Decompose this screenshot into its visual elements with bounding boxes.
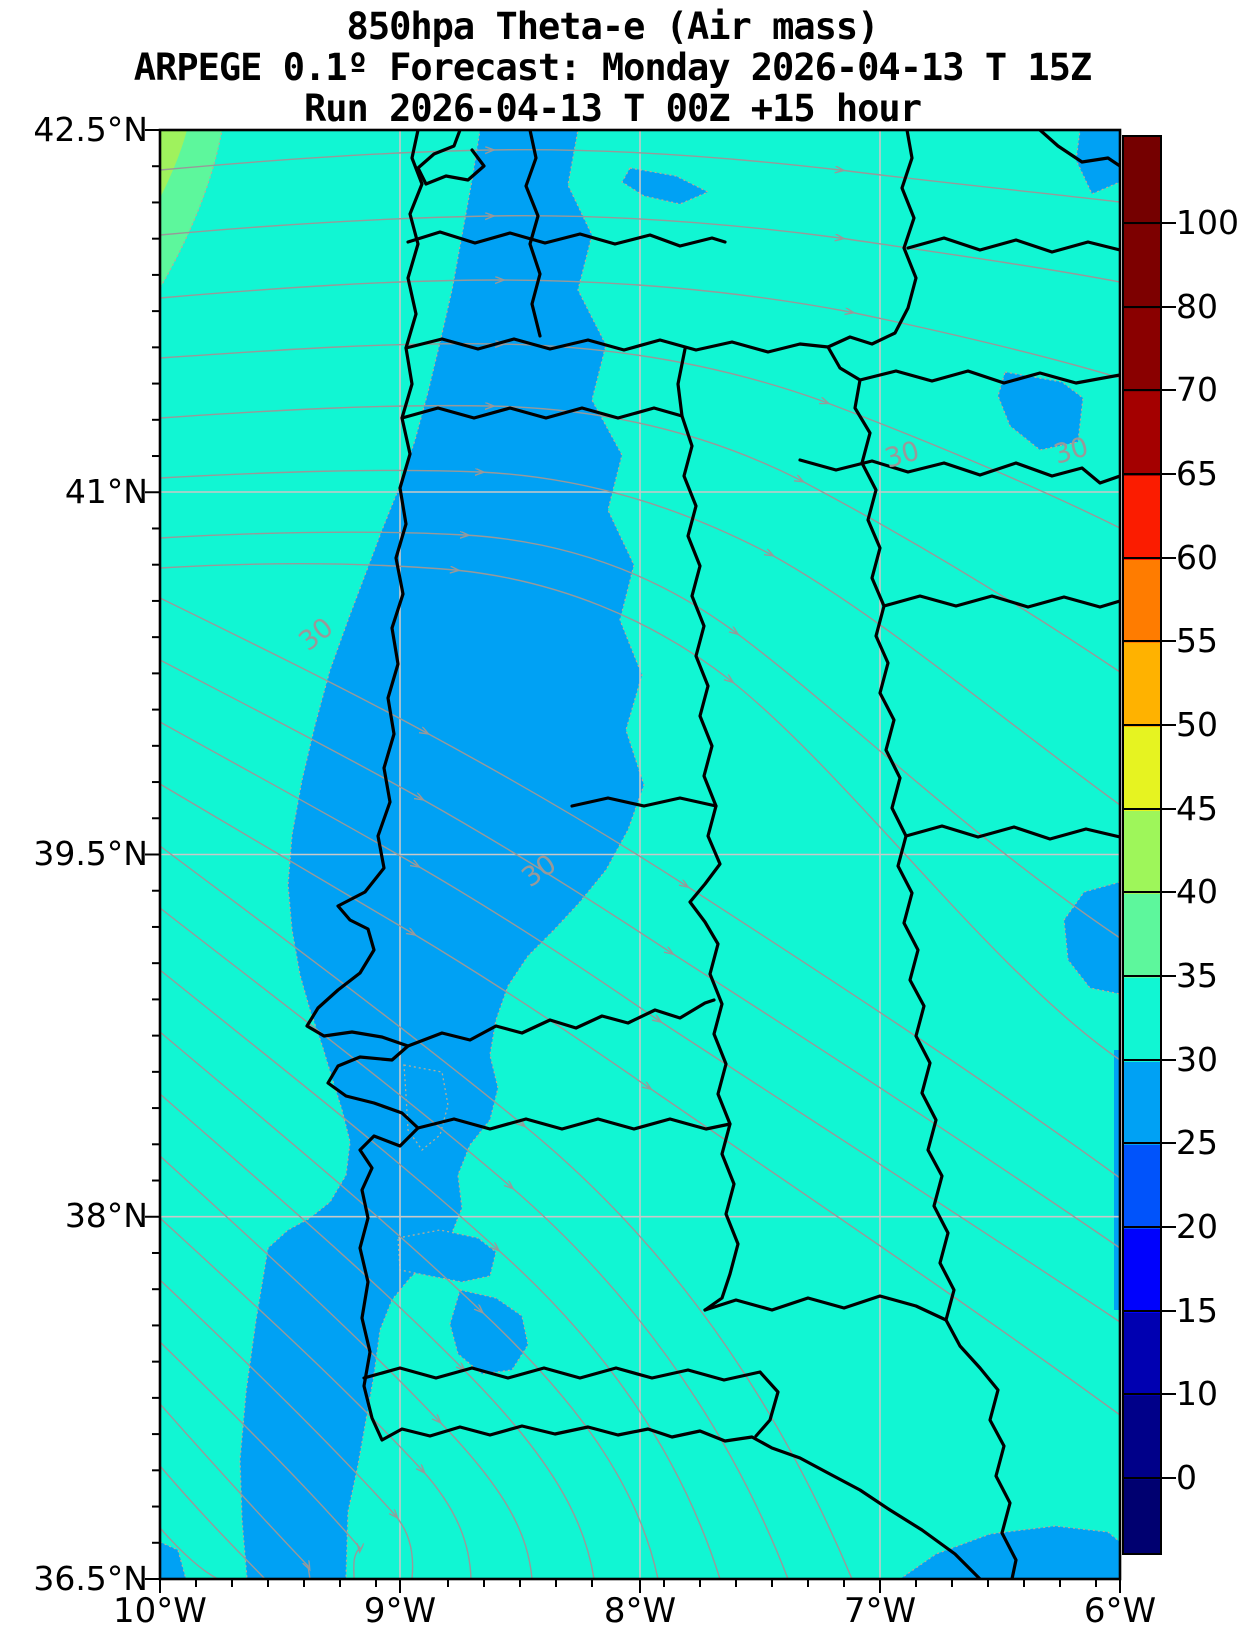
colorbar-tick-label: 15	[1176, 1290, 1218, 1330]
title-block: 850hpa Theta-e (Air mass) ARPEGE 0.1º Fo…	[0, 6, 1225, 129]
colorbar-segment	[1124, 392, 1160, 476]
colorbar-segment	[1124, 643, 1160, 727]
colorbar-tick-label: 100	[1176, 203, 1239, 242]
colorbar-tick-label: 50	[1176, 704, 1218, 744]
colorbar-tick-label: 60	[1176, 537, 1218, 577]
colorbar-segment	[1124, 559, 1160, 644]
west-coastline	[305, 130, 982, 1579]
chart-title: 850hpa Theta-e (Air mass)	[346, 5, 880, 48]
lat-tick-label: 42.5°N	[33, 110, 148, 149]
colorbar-tick-label: 80	[1176, 286, 1218, 326]
map-canvas: 30 30 30 30	[160, 130, 1120, 1579]
colorbar-tick-label: 30	[1176, 1039, 1218, 1079]
colorbar-tick-label: 70	[1176, 370, 1218, 410]
colorbar-segment	[1124, 1061, 1160, 1146]
colorbar-tick	[1122, 1058, 1176, 1061]
colorbar-tick-label: 45	[1176, 788, 1218, 828]
colorbar-segment	[1124, 1396, 1160, 1480]
chart-run-info: Run 2026-04-13 T 00Z +15 hour	[303, 87, 922, 130]
colorbar-tick-label: 55	[1176, 621, 1218, 661]
colorbar-tick	[1122, 305, 1176, 308]
colorbar-tick-label: 40	[1176, 872, 1218, 912]
colorbar-tick-label: 0	[1176, 1457, 1197, 1497]
colorbar-tick	[1122, 723, 1176, 726]
theta-field-40-45	[160, 130, 187, 198]
colorbar-segment	[1124, 726, 1160, 811]
lon-tick-label: 7°W	[843, 1591, 917, 1631]
colorbar-segment	[1124, 1145, 1160, 1229]
colorbar-segment	[1124, 1228, 1160, 1313]
lon-tick-label: 9°W	[363, 1591, 437, 1631]
colorbar-tick	[1122, 1393, 1176, 1396]
lon-tick-label: 6°W	[1083, 1591, 1157, 1631]
colorbar-tick-label: 10	[1176, 1374, 1218, 1414]
colorbar-tick	[1122, 389, 1176, 392]
colorbar-tick	[1122, 807, 1176, 810]
colorbar-segment	[1124, 894, 1160, 978]
colorbar-tick-label: 65	[1176, 453, 1218, 493]
colorbar-tick	[1122, 891, 1176, 894]
colorbar-tick-label: 25	[1176, 1123, 1218, 1163]
administrative-boundaries	[305, 130, 1120, 1579]
colorbar-tick	[1122, 1225, 1176, 1228]
colorbar-tick	[1122, 472, 1176, 475]
lat-tick-label: 38°N	[64, 1196, 148, 1235]
colorbar-tick-label: 20	[1176, 1206, 1218, 1246]
colorbar-tick	[1122, 1309, 1176, 1312]
lat-tick-label: 36.5°N	[33, 1559, 148, 1598]
theta-field-35-40	[160, 130, 223, 290]
colorbar-tick	[1122, 1476, 1176, 1479]
colorbar-segment	[1124, 1312, 1160, 1397]
colorbar-tick-label: 35	[1176, 955, 1218, 995]
colorbar-tick	[1122, 640, 1176, 643]
colorbar-segment	[1124, 308, 1160, 393]
wind-streamlines	[160, 150, 1120, 1579]
colorbar-segment	[1124, 225, 1160, 309]
colorbar-tick	[1122, 974, 1176, 977]
colorbar	[1122, 135, 1162, 1555]
colorbar-tick	[1122, 1142, 1176, 1145]
lon-tick-label: 10°W	[113, 1591, 207, 1631]
colorbar-tick	[1122, 556, 1176, 559]
colorbar-segment	[1124, 475, 1160, 560]
colorbar-segment	[1124, 810, 1160, 895]
lat-tick-label: 41°N	[64, 472, 148, 511]
colorbar-tick	[1122, 222, 1176, 224]
lon-tick-label: 8°W	[603, 1591, 677, 1631]
lat-tick-label: 39.5°N	[33, 834, 148, 873]
colorbar-segment	[1124, 977, 1160, 1062]
colorbar-segment	[1124, 1479, 1160, 1553]
border-line	[826, 130, 1018, 1579]
axis-ticks	[145, 129, 1121, 1593]
chart-subtitle: ARPEGE 0.1º Forecast: Monday 2026-04-13 …	[133, 46, 1092, 89]
colorbar-segment	[1124, 137, 1160, 225]
